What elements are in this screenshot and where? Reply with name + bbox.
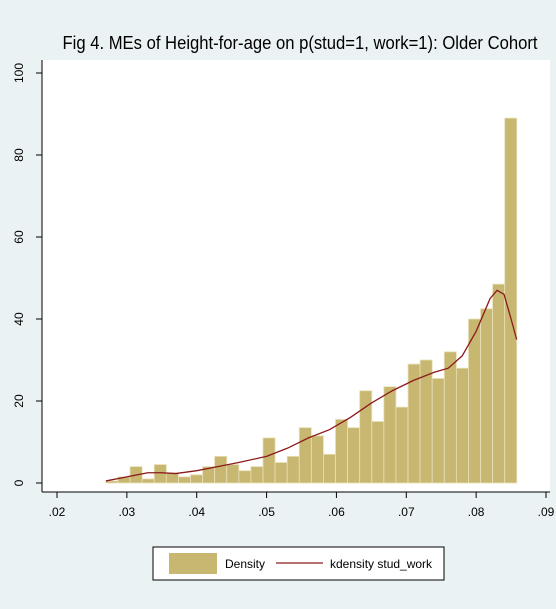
bar <box>238 470 252 484</box>
bar <box>455 367 469 484</box>
bar <box>286 455 300 484</box>
x-tick-label: .09 <box>538 505 555 519</box>
bar <box>492 283 506 484</box>
density-line <box>105 289 518 482</box>
bar <box>504 117 518 484</box>
y-tick-label: 40 <box>12 312 26 326</box>
y-tick-label: 20 <box>12 394 26 408</box>
bar <box>395 406 409 484</box>
bar <box>443 351 457 484</box>
y-tick-label: 60 <box>12 230 26 244</box>
x-tick-label: .02 <box>49 505 66 519</box>
bar <box>298 427 312 484</box>
bar <box>480 308 494 484</box>
bar <box>274 462 288 484</box>
y-tick-label: 80 <box>12 148 26 162</box>
bar <box>190 474 203 484</box>
x-tick-label: .05 <box>258 505 275 519</box>
bar <box>165 472 179 484</box>
x-tick-label: .04 <box>188 505 205 519</box>
chart-title: Fig 4. MEs of Height-for-age on p(stud=1… <box>63 33 538 53</box>
bar <box>153 464 167 484</box>
legend-label: kdensity stud_work <box>330 557 433 571</box>
bar <box>335 419 349 484</box>
bar <box>214 455 228 484</box>
legend-label: Density <box>225 557 265 571</box>
x-tick-label: .03 <box>119 505 136 519</box>
x-tick-label: .06 <box>328 505 345 519</box>
bar <box>431 378 445 484</box>
y-tick-label: 100 <box>12 63 26 83</box>
bar <box>250 466 264 484</box>
bar <box>178 476 191 484</box>
x-tick-label: .08 <box>468 505 485 519</box>
bar <box>383 386 397 484</box>
bar <box>323 453 336 484</box>
bar <box>468 318 481 484</box>
bar <box>371 421 385 484</box>
bar <box>226 464 240 484</box>
bar <box>419 359 433 484</box>
legend-swatch <box>169 553 217 574</box>
bar <box>310 435 324 484</box>
bar <box>347 427 361 484</box>
bar <box>141 478 155 484</box>
x-tick-label: .07 <box>398 505 415 519</box>
bar <box>262 437 276 484</box>
y-tick-label: 0 <box>12 479 26 486</box>
